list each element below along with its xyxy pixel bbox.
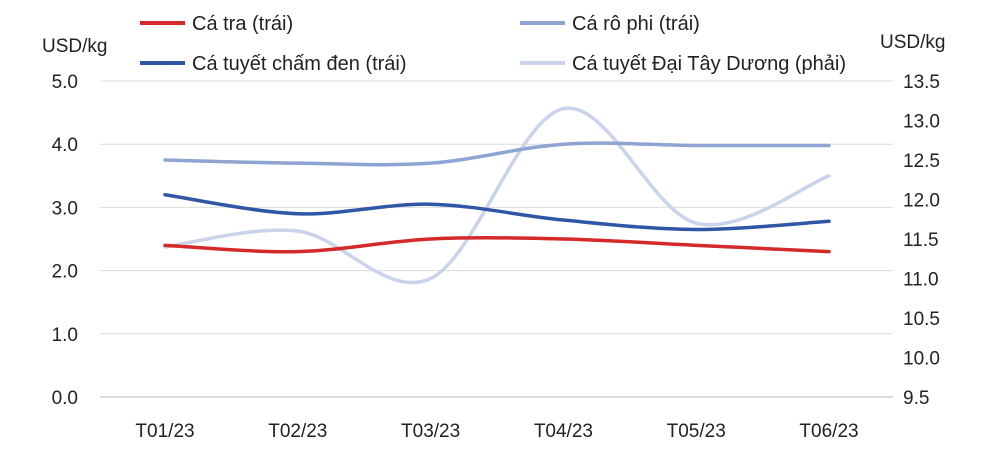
left-tick-label: 4.0 [52,135,78,156]
series-line-2 [163,141,831,167]
series-line-4 [163,106,831,285]
left-tick-label: 0.0 [52,388,78,409]
right-tick-label: 13.5 [903,72,940,93]
left-axis-ticks: 0.0 1.0 2.0 3.0 4.0 5.0 [52,72,78,409]
right-tick-label: 9.5 [903,388,929,409]
x-tick-label: T05/23 [667,421,726,442]
right-tick-label: 12.5 [903,151,940,172]
left-axis-unit: USD/kg [42,36,107,57]
right-tick-label: 10.5 [903,309,940,330]
x-tick-label: T04/23 [534,421,593,442]
right-tick-label: 10.0 [903,349,940,370]
right-tick-label: 12.0 [903,191,940,212]
legend-label: Cá rô phi (trái) [572,13,700,35]
right-tick-label: 13.0 [903,112,940,133]
left-tick-label: 2.0 [52,262,78,283]
right-tick-label: 11.5 [903,230,939,251]
left-tick-label: 5.0 [52,72,78,93]
left-tick-label: 3.0 [52,198,78,219]
x-tick-label: T01/23 [135,421,194,442]
series-lines [163,106,831,285]
right-tick-label: 11.0 [903,270,939,291]
x-tick-label: T02/23 [268,421,327,442]
legend-label: Cá tuyết Đại Tây Dương (phải) [572,53,846,75]
x-axis-ticks: T01/23 T02/23 T03/23 T04/23 T05/23 T06/23 [135,421,858,442]
legend-label: Cá tra (trái) [192,13,293,35]
x-tick-label: T03/23 [401,421,460,442]
series-line-1 [163,236,831,254]
right-axis-ticks: 9.5 10.0 10.5 11.0 11.5 12.0 12.5 13.0 13.5 [903,72,940,409]
legend: Cá tra (trái) Cá rô phi (trái) Cá tuyết ch… [140,13,846,75]
series-line-3 [163,193,831,232]
legend-label: Cá tuyết chấm đen (trái) [192,53,407,75]
right-axis-unit: USD/kg [880,32,945,53]
x-tick-label: T06/23 [799,421,858,442]
left-tick-label: 1.0 [52,325,78,346]
